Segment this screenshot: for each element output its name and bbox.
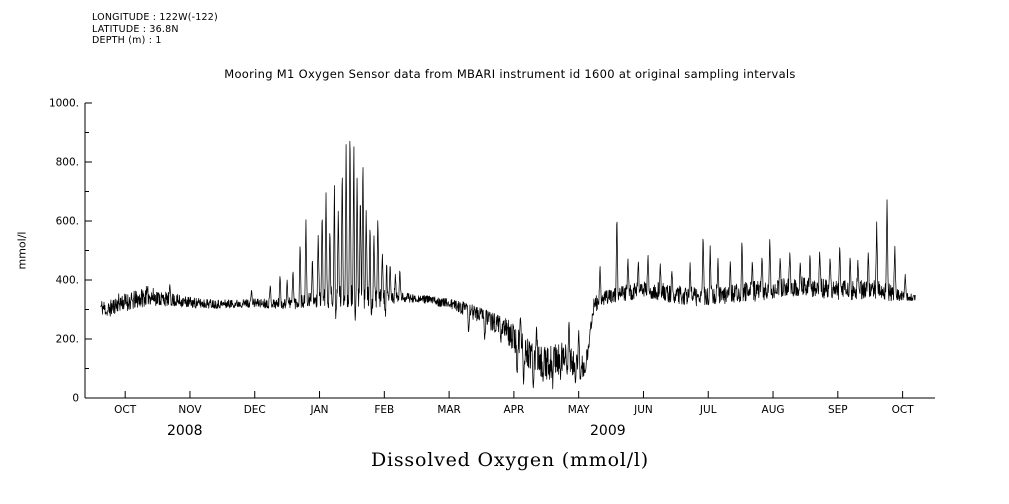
latitude-value: LATITUDE : 36.8N — [92, 23, 179, 35]
oxygen-data-series — [100, 140, 916, 390]
x-tick-label: MAR — [437, 404, 461, 416]
x-tick-label: NOV — [178, 404, 202, 416]
x-tick-label: JUN — [633, 404, 653, 416]
x-tick-label: JUL — [699, 404, 717, 416]
year-label: 2008 — [167, 423, 203, 439]
chart-title: Mooring M1 Oxygen Sensor data from MBARI… — [224, 67, 796, 81]
x-tick-label: AUG — [762, 404, 785, 416]
y-tick-label: 600. — [56, 216, 79, 228]
x-tick-label: APR — [503, 404, 524, 416]
x-tick-label: JAN — [310, 404, 329, 416]
y-tick-label: 800. — [56, 157, 79, 169]
longitude-value: LONGITUDE : 122W(-122) — [92, 12, 218, 23]
x-tick-label: MAY — [568, 404, 590, 416]
y-tick-label: 200. — [56, 334, 79, 346]
x-tick-label: OCT — [114, 404, 137, 416]
year-label: 2009 — [590, 423, 626, 439]
x-tick-label: FEB — [374, 404, 394, 416]
station-metadata: LONGITUDE : 122W(-122) LATITUDE : 36.8N … — [92, 12, 218, 47]
x-tick-label: OCT — [892, 404, 915, 416]
y-tick-label: 0 — [72, 393, 79, 405]
x-tick-label: DEC — [244, 404, 266, 416]
y-tick-label: 1000. — [49, 98, 79, 110]
x-tick-label: SEP — [828, 404, 848, 416]
x-axis-title: Dissolved Oxygen (mmol/l) — [370, 449, 650, 471]
y-tick-label: 400. — [56, 275, 79, 287]
depth-value: DEPTH (m) : 1 — [92, 35, 162, 46]
